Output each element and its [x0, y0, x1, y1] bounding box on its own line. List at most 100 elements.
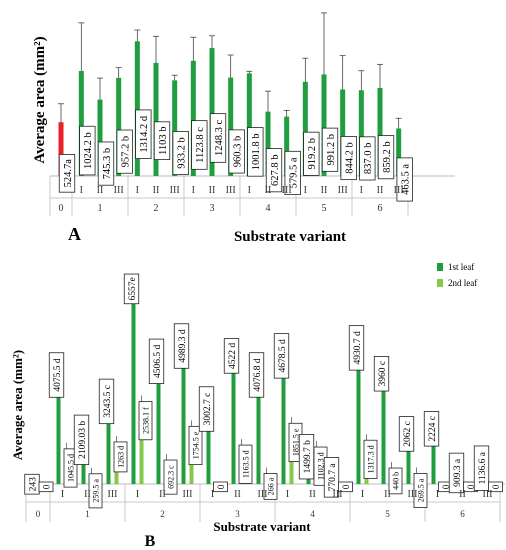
- panel-a-data-label: 1001.8 b: [251, 133, 262, 170]
- panel-b-data-label-2nd: 1163.5 d: [241, 450, 250, 478]
- panel-b-data-label-2nd-box: [213, 481, 228, 493]
- panel-b-data-label-2nd-box: [388, 467, 403, 495]
- panel-b-data-label-2nd: 0: [466, 484, 476, 489]
- panel-b-tick-label: II: [234, 489, 241, 500]
- panel-b-data-label-2nd: 259.5 a: [91, 479, 100, 503]
- panel-a-bar: [116, 77, 122, 176]
- panel-b-tick-label: III: [408, 489, 418, 500]
- panel-a-data-label-box: [191, 120, 208, 170]
- panel-a-group-label: 3: [210, 203, 215, 214]
- panel-a-bar: [358, 90, 364, 176]
- panel-a-data-label: 1024.2 b: [83, 132, 94, 169]
- panel-b-tick-label: II: [159, 489, 166, 500]
- panel-a-bar: [209, 48, 215, 176]
- panel-b-data-label-2nd: 1317.3 d: [366, 445, 375, 473]
- panel-a-data-label: 627.8 b: [270, 154, 281, 186]
- panel-a-data-label-group: 960.3 b: [228, 129, 245, 174]
- panel-b-data-label-1st-box: [73, 414, 90, 465]
- panel-a-bar: [78, 71, 84, 176]
- panel-b-data-label-1st-group: 3002.7 c: [198, 386, 215, 432]
- panel-a-bar: [377, 87, 383, 176]
- panel-a-tick-label: II: [209, 185, 216, 196]
- panel-a-tick-label: III: [394, 185, 404, 196]
- panel-b-data-label-2nd-box: [413, 473, 428, 508]
- panel-b-data-label-1st-box: [373, 356, 390, 392]
- panel-b-tick-label: II: [309, 489, 316, 500]
- panel-b-data-label-2nd-box: [113, 441, 128, 473]
- panel-b-tick-label: II: [84, 489, 91, 500]
- panel-a-data-label-box: [116, 129, 133, 174]
- panel-a-data-label-group: 991.2 b: [321, 127, 339, 172]
- panel-a-data-label: 933.2 b: [176, 137, 187, 169]
- panel-a-tick-label: III: [114, 185, 124, 196]
- panel-b-bar-1st-leaf: [181, 325, 186, 484]
- panel-a-tick-label: III: [338, 185, 348, 196]
- panel-b-data-label-2nd: 0: [341, 484, 351, 489]
- panel-a-bar: [134, 41, 140, 177]
- panel-b-tick-label: II: [459, 489, 466, 500]
- panel-b-data-label-2nd-group: 692.3 c: [163, 459, 178, 495]
- panel-b-data-label-1st: 6557e: [128, 277, 138, 300]
- panel-b-data-label-1st: 4522 d: [228, 343, 238, 369]
- panel-b-group-label: 0: [36, 509, 41, 519]
- panel-b-data-label-1st-group: 3960 c: [373, 356, 390, 392]
- panel-a-bar: [396, 128, 402, 176]
- panel-a-data-label-group: 1314.2 d: [135, 109, 152, 159]
- panel-b-tick-label: III: [483, 489, 493, 500]
- panel-b-data-label-2nd-box: [163, 459, 178, 495]
- panel-a-data-label-group: 1248.3 c: [209, 113, 227, 163]
- panel-a-data-label-group: 627.8 b: [265, 148, 283, 193]
- panel-a-data-label: 837.0 b: [363, 143, 374, 175]
- panel-b-data-label-1st: 2109.03 b: [78, 421, 88, 459]
- panel-b-tick-label: III: [183, 489, 193, 500]
- panel-b-data-label-1st-group: 4076.8 d: [248, 352, 265, 398]
- panel-b-data-label-1st-group: 4678.5 d: [273, 333, 290, 379]
- panel-b-bar-1st-leaf: [106, 381, 111, 484]
- panel-a-data-label-box: [396, 157, 413, 202]
- panel-a-data-label-box: [284, 150, 301, 195]
- panel-b-data-label-1st-box: [148, 338, 165, 384]
- panel-b-data-label-2nd-group: 440 b: [388, 467, 403, 495]
- panel-b-data-label-1st: 4506.5 d: [153, 344, 163, 378]
- panel-b-data-label-2nd: 1263 d: [116, 446, 125, 468]
- panel-a-data-label-group: 1024.2 b: [79, 125, 96, 176]
- panel-a-data-label: 1248.3 c: [214, 120, 225, 157]
- panel-b-data-label-2nd: 0: [491, 484, 501, 489]
- panel-b-data-label-1st-group: 909.3 a: [448, 452, 465, 494]
- panel-b-data-label-1st-box: [98, 378, 115, 425]
- panel-a-data-label-box: [340, 136, 357, 181]
- panel-b-tick-label: I: [61, 489, 64, 500]
- panel-b-bar-1st-leaf: [131, 276, 136, 484]
- panel-b-data-label-2nd-box: [38, 481, 54, 493]
- panel-b-data-label-1st-group: 3243.5 c: [98, 378, 115, 425]
- panel-a-data-label: 524.7a: [63, 159, 74, 188]
- panel-b-legend-label: 2nd leaf: [448, 278, 477, 288]
- panel-a-bar: [284, 116, 290, 176]
- panel-b-data-label-1st: 2062 c: [403, 421, 413, 447]
- panel-b-bar-1st-leaf: [56, 354, 61, 484]
- panel-a-data-label-group: 524.7a: [58, 154, 76, 193]
- panel-b-data-label-2nd-group: 0: [38, 481, 54, 493]
- panel-b-group-label: 2: [160, 509, 165, 519]
- panel-b-data-label-2nd-box: [63, 448, 78, 488]
- panel-b-group-label: 6: [460, 509, 465, 519]
- panel-b-data-label-2nd-group: 1163.5 d: [238, 444, 253, 484]
- panel-b-data-label-2nd: 692.3 c: [166, 465, 175, 489]
- panel-b-data-label-2nd: 0: [441, 484, 451, 489]
- panel-b-data-label-2nd-group: 1263 d: [113, 441, 128, 473]
- panel-a-data-label: 1103 b: [158, 126, 169, 154]
- panel-a-data-label-box: [135, 109, 152, 159]
- panel-b-data-label-2nd: 1851.5 e: [291, 428, 300, 456]
- panel-a-tick-label: I: [304, 185, 307, 196]
- panel-b-data-label-2nd-group: 259.5 a: [88, 473, 103, 509]
- panel-a-group-label: 5: [322, 203, 327, 214]
- panel-b-data-label-1st-box: [423, 411, 440, 447]
- panel-b-data-label-1st: 4930.7 d: [353, 331, 363, 365]
- panel-a-tick-label: II: [377, 185, 384, 196]
- panel-a-data-label-group: 579.5 a: [284, 150, 301, 195]
- panel-b-group-label: 4: [310, 509, 315, 519]
- panel-b-data-label-2nd-box: [338, 481, 353, 493]
- panel-b-tick-label: I: [436, 489, 439, 500]
- panel-a-bar: [302, 81, 308, 176]
